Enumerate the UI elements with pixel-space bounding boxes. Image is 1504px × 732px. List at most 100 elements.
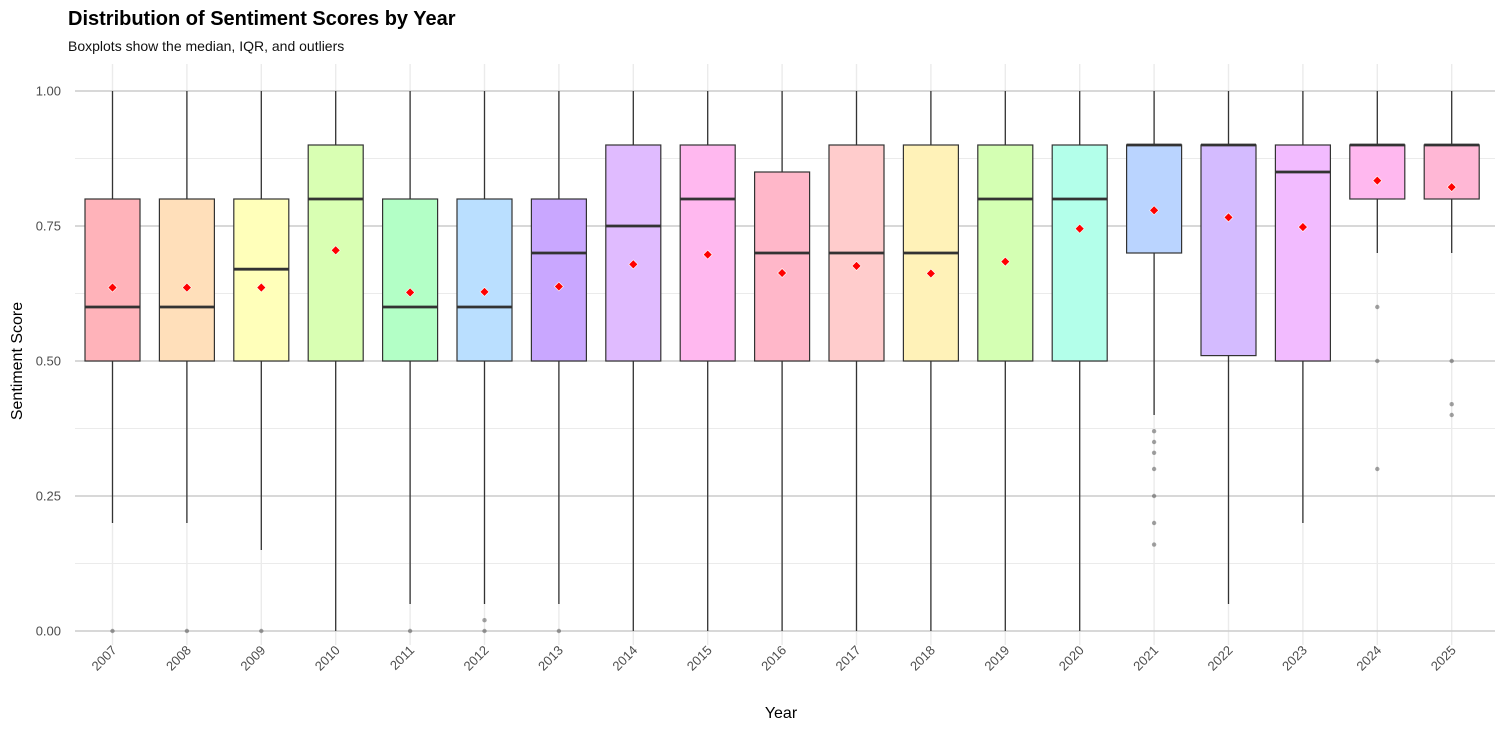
x-tick-label: 2022 <box>1205 643 1236 674</box>
outlier-point <box>110 628 115 634</box>
outlier-point <box>1449 358 1454 364</box>
x-tick-label: 2010 <box>312 643 343 674</box>
x-tick-label: 2007 <box>89 643 120 674</box>
outlier-point <box>184 628 190 634</box>
mean-marker <box>1000 256 1011 267</box>
outlier-point <box>259 628 264 634</box>
mean-marker <box>1149 205 1160 216</box>
box-2011 <box>382 91 439 634</box>
iqr-box <box>1125 144 1183 254</box>
mean-marker <box>628 259 639 270</box>
outlier-point <box>1449 402 1454 407</box>
outlier-point <box>1151 542 1157 547</box>
x-tick-label: 2017 <box>833 643 864 674</box>
outlier-point <box>1151 520 1157 526</box>
box-2018 <box>902 91 960 631</box>
x-tick-label: 2016 <box>758 643 789 674</box>
mean-marker <box>181 282 192 293</box>
x-tick-label: 2015 <box>684 643 715 674</box>
box-2016 <box>753 91 811 631</box>
mean-marker <box>702 249 713 260</box>
mean-marker <box>777 268 788 278</box>
mean-marker <box>851 261 862 271</box>
boxplot-series <box>84 91 1480 634</box>
y-axis-tick-labels: 0.00 0.25 0.50 0.75 1.00 <box>36 84 61 639</box>
box-2021 <box>1125 91 1183 547</box>
x-axis-title: Year <box>765 705 798 722</box>
outlier-point <box>1375 358 1380 364</box>
box-2025 <box>1423 91 1480 418</box>
box-2024 <box>1349 91 1406 472</box>
x-tick-label: 2019 <box>981 643 1012 674</box>
mean-marker <box>1372 175 1383 186</box>
iqr-box <box>1349 144 1406 200</box>
mean-marker <box>405 287 416 298</box>
outlier-point <box>1449 412 1454 418</box>
y-tick-label: 0.25 <box>36 489 61 504</box>
y-tick-label: 1.00 <box>36 84 61 99</box>
iqr-box <box>977 144 1034 362</box>
outlier-point <box>1151 429 1157 434</box>
box-2023 <box>1274 91 1332 523</box>
mean-marker <box>107 282 118 293</box>
box-2009 <box>233 91 290 634</box>
x-tick-label: 2011 <box>387 643 417 673</box>
iqr-box <box>1274 144 1332 362</box>
box-2015 <box>679 91 736 631</box>
x-tick-label: 2023 <box>1279 643 1310 674</box>
iqr-box <box>1051 144 1108 362</box>
outlier-point <box>1375 466 1380 472</box>
x-tick-label: 2013 <box>535 643 566 674</box>
outlier-point <box>482 628 487 634</box>
iqr-box <box>158 198 215 362</box>
iqr-box <box>233 198 290 362</box>
mean-marker <box>1297 222 1308 233</box>
box-2020 <box>1051 91 1108 631</box>
outlier-point <box>1151 439 1157 445</box>
x-tick-label: 2018 <box>907 643 938 674</box>
outlier-point <box>1151 450 1157 455</box>
x-tick-label: 2009 <box>237 643 268 674</box>
chart-title: Distribution of Sentiment Scores by Year <box>68 8 456 30</box>
x-axis-tick-labels: 2007 2008 2009 2010 2011 2012 2013 2014 2015 2016… <box>89 643 1459 674</box>
y-tick-label: 0.00 <box>36 624 61 639</box>
iqr-box <box>84 198 141 362</box>
y-tick-label: 0.75 <box>36 219 61 234</box>
outlier-point <box>1151 466 1157 472</box>
x-tick-label: 2021 <box>1130 643 1161 674</box>
iqr-box <box>382 198 439 362</box>
box-2007 <box>84 91 141 634</box>
iqr-box <box>605 144 662 362</box>
box-2012 <box>456 91 513 634</box>
outlier-point <box>407 628 413 634</box>
mean-marker <box>1446 182 1457 193</box>
mean-marker <box>1074 223 1085 234</box>
iqr-box <box>456 198 513 362</box>
x-tick-label: 2025 <box>1428 643 1459 674</box>
chart-subtitle: Boxplots show the median, IQR, and outli… <box>68 38 344 54</box>
iqr-box <box>530 198 588 362</box>
box-2010 <box>307 91 364 631</box>
x-tick-label: 2014 <box>609 643 640 674</box>
outlier-point <box>556 628 562 634</box>
x-tick-label: 2008 <box>163 643 194 674</box>
x-tick-label: 2012 <box>461 643 492 674</box>
box-2014 <box>605 91 662 631</box>
box-2008 <box>158 91 215 634</box>
box-2013 <box>530 91 588 634</box>
box-2017 <box>828 91 885 631</box>
box-2019 <box>977 91 1034 631</box>
iqr-box <box>753 171 811 362</box>
mean-marker <box>479 286 490 297</box>
y-tick-label: 0.50 <box>36 354 61 369</box>
mean-marker <box>925 268 936 279</box>
mean-marker <box>1223 212 1234 223</box>
mean-marker <box>256 282 267 293</box>
y-axis-title: Sentiment Score <box>9 302 26 420</box>
x-tick-label: 2020 <box>1056 643 1087 674</box>
mean-marker <box>330 245 341 256</box>
outlier-point <box>482 618 487 623</box>
mean-marker <box>553 281 564 292</box>
iqr-box <box>1200 144 1257 357</box>
